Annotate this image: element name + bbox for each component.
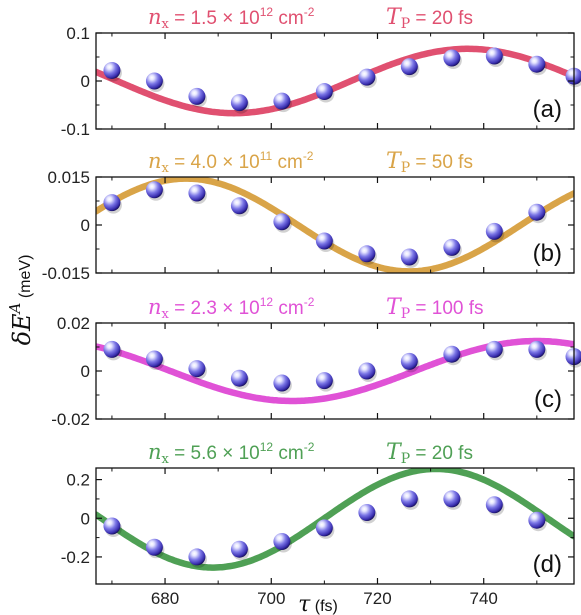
y-tick-label: -0.02 (51, 410, 90, 429)
data-point (230, 94, 248, 112)
data-point (188, 184, 206, 202)
data-point (400, 58, 418, 76)
data-point (315, 372, 333, 390)
data-point (315, 519, 333, 537)
data-point (103, 340, 121, 358)
data-point (273, 374, 291, 392)
data-point (230, 540, 248, 558)
density-annotation-b: nx = 4.0 × 1011 cm-2 (148, 149, 314, 176)
y-tick-label: 0 (81, 362, 90, 381)
panel-frame-b (95, 176, 575, 274)
data-point (315, 232, 333, 250)
data-point (443, 238, 461, 256)
data-point (145, 181, 163, 199)
y-tick-label: 0.2 (66, 471, 90, 490)
x-tick-label: 700 (257, 589, 285, 608)
panel-label-b: (b) (533, 240, 562, 267)
x-tick-label: 720 (363, 589, 391, 608)
data-point (188, 548, 206, 566)
density-annotation-a: nx = 1.5 × 1012 cm-2 (148, 5, 315, 32)
panel-d: 0.2 0 -0.2 (d) nx = 5.6 × 1012 cm-2 TP = 20 f… (61, 440, 575, 585)
panel-label-d: (d) (533, 551, 562, 578)
x-axis-label: τ (fs) (298, 592, 338, 615)
data-point (358, 68, 376, 86)
pulse-annotation-b: TP = 50 fs (386, 149, 473, 176)
pulse-annotation-d: TP = 20 fs (386, 440, 473, 467)
data-point (565, 348, 581, 366)
data-point (485, 496, 503, 514)
pulse-annotation-c: TP = 100 fs (386, 295, 484, 322)
data-point (188, 87, 206, 105)
data-point (358, 362, 376, 380)
fit-curve-b (96, 177, 574, 273)
data-point (443, 345, 461, 363)
data-point (230, 197, 248, 215)
data-point (400, 248, 418, 266)
panel-frame-d (95, 467, 575, 585)
y-tick-label: -0.1 (61, 120, 90, 139)
panel-label-c: (c) (534, 386, 562, 413)
data-point (485, 47, 503, 65)
density-annotation-d: nx = 5.6 × 1012 cm-2 (148, 440, 315, 467)
data-point (145, 350, 163, 368)
data-point (103, 194, 121, 212)
data-point (528, 340, 546, 358)
data-point (443, 490, 461, 508)
y-tick-label: 0.02 (57, 314, 90, 333)
y-tick-label: 0.015 (47, 168, 90, 187)
fit-curve-d (96, 468, 574, 571)
data-point (315, 83, 333, 101)
data-point (230, 369, 248, 387)
y-axis-label: δEA (meV) (6, 255, 36, 346)
x-tick-label: 680 (151, 589, 179, 608)
data-point (273, 92, 291, 110)
data-point (400, 352, 418, 370)
data-point (358, 245, 376, 263)
data-point (400, 490, 418, 508)
x-tick-label: 740 (470, 589, 498, 608)
x-axis: 680 700 720 740 τ (fs) (151, 589, 498, 615)
y-tick-label: -0.015 (42, 264, 90, 283)
y-tick-label: 0 (81, 72, 90, 91)
data-point (528, 55, 546, 73)
data-point (145, 538, 163, 556)
data-point (485, 340, 503, 358)
pulse-annotation-a: TP = 20 fs (386, 5, 473, 32)
data-point (273, 213, 291, 231)
data-point (485, 222, 503, 240)
data-point (528, 511, 546, 529)
panel-c: 0.02 0 -0.02 (c) nx = 2.3 × 1012 cm-2 TP = 10… (51, 295, 581, 429)
data-point (103, 61, 121, 79)
density-annotation-c: nx = 2.3 × 1012 cm-2 (148, 295, 315, 322)
data-point (358, 503, 376, 521)
data-point (273, 532, 291, 550)
panel-frame-a (95, 32, 575, 130)
data-point (528, 203, 546, 221)
y-tick-label: -0.2 (61, 548, 90, 567)
data-point (103, 517, 121, 535)
data-point (443, 49, 461, 67)
data-point (188, 360, 206, 378)
panel-a: 0.1 0 -0.1 (a) nx = 1.5 × 1012 cm-2 TP = 20 f… (61, 5, 581, 139)
panel-label-a: (a) (533, 96, 562, 123)
panel-b: 0.015 0 -0.015 (b) nx = 4.0 × 1011 cm-2 TP = … (42, 149, 575, 283)
data-point (145, 72, 163, 90)
y-tick-label: 0 (81, 216, 90, 235)
y-tick-label: 0 (81, 509, 90, 528)
y-tick-label: 0.1 (66, 24, 90, 43)
